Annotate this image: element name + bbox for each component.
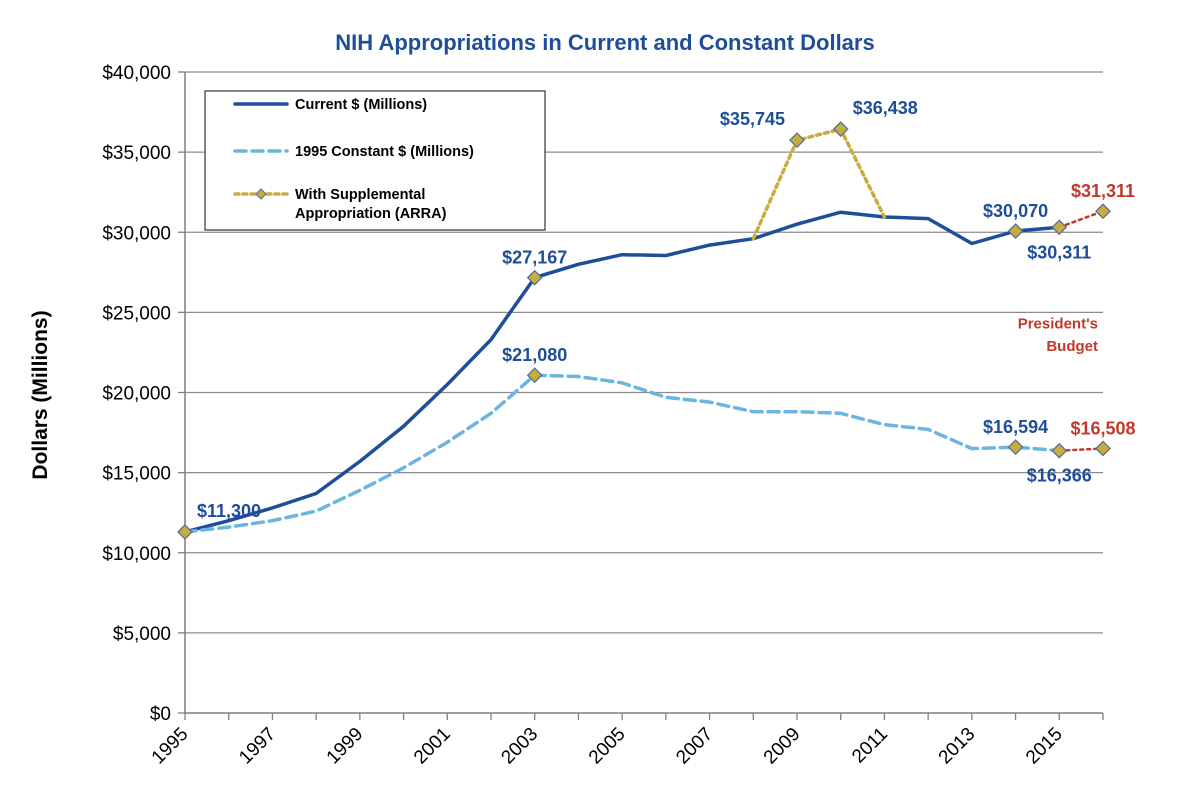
chart-title: NIH Appropriations in Current and Consta… <box>335 30 874 55</box>
legend-label-2-line2: Appropriation (ARRA) <box>295 206 447 222</box>
x-tick-label-5: 2005 <box>585 724 630 769</box>
x-tick-labels: 1995 1997 1999 2001 2003 2005 2007 2009 2011 2013… <box>148 724 1067 769</box>
data-label-7: $31,311 <box>1071 181 1135 201</box>
y-tick-label-6: $30,000 <box>102 223 171 244</box>
data-markers <box>177 121 1111 540</box>
x-tick-label-1: 1997 <box>235 724 280 769</box>
data-marker-6 <box>1051 219 1068 236</box>
series-line-1 <box>183 373 1062 534</box>
data-marker-7 <box>1095 203 1111 220</box>
data-label-5: $30,070 <box>983 201 1048 221</box>
axes <box>178 71 1104 720</box>
data-marker-2 <box>526 367 543 384</box>
series-line-3 <box>1058 209 1105 229</box>
data-label-1: $27,167 <box>502 248 567 268</box>
series-line-0 <box>183 210 1062 534</box>
y-tick-label-7: $35,000 <box>102 143 171 164</box>
data-marker-3 <box>789 132 805 149</box>
legend-box <box>204 90 546 231</box>
data-marker-10 <box>1095 440 1111 457</box>
data-label-8: $16,594 <box>983 417 1048 437</box>
series-line-2 <box>751 127 887 241</box>
y-axis-label: Dollars (Millions) <box>29 310 52 479</box>
data-label-9: $16,366 <box>1027 466 1092 486</box>
legend-marker-2 <box>255 188 267 200</box>
y-tick-labels: $0 $5,000 $10,000 $15,000 $20,000 $25,000 $30,… <box>102 63 171 725</box>
x-tick-label-2: 1999 <box>323 724 368 769</box>
y-tick-label-5: $25,000 <box>102 303 171 324</box>
legend: Current $ (Millions) 1995 Constant $ (Mil… <box>204 90 546 231</box>
annotation-0: President's <box>1018 315 1098 332</box>
x-tick-label-4: 2003 <box>498 724 543 769</box>
data-label-3: $35,745 <box>720 109 785 129</box>
x-tick-label-3: 2001 <box>410 724 455 769</box>
legend-label-2: With Supplemental <box>295 187 425 203</box>
data-label-0: $11,300 <box>197 501 261 521</box>
legend-label-1: 1995 Constant $ (Millions) <box>295 144 474 160</box>
data-marker-4 <box>832 121 849 138</box>
data-marker-8 <box>1007 439 1024 456</box>
x-tick-label-10: 2015 <box>1022 724 1067 769</box>
data-label-6: $30,311 <box>1027 242 1091 262</box>
y-tick-label-3: $15,000 <box>102 464 171 485</box>
x-tick-label-8: 2011 <box>848 724 892 768</box>
x-tick-label-0: 1995 <box>148 724 193 769</box>
data-label-2: $21,080 <box>502 345 567 365</box>
data-marker-0 <box>177 523 193 540</box>
data-labels: $11,300 $27,167 $21,080 $35,745 $36,438 $30,0… <box>197 98 1136 521</box>
data-marker-1 <box>526 269 543 286</box>
y-tick-label-1: $5,000 <box>113 624 171 645</box>
data-marker-5 <box>1007 223 1024 240</box>
data-label-4: $36,438 <box>853 98 918 118</box>
y-tick-label-8: $40,000 <box>102 63 171 84</box>
annotations: President's Budget <box>1018 315 1098 354</box>
annotation-1: Budget <box>1046 338 1098 355</box>
y-tick-label-0: $0 <box>150 704 171 725</box>
data-label-10: $16,508 <box>1070 418 1135 438</box>
y-tick-label-4: $20,000 <box>102 384 171 405</box>
x-tick-label-7: 2009 <box>760 724 805 769</box>
y-tick-label-2: $10,000 <box>102 544 171 565</box>
x-tick-label-9: 2013 <box>935 724 980 769</box>
legend-label-0: Current $ (Millions) <box>295 97 427 113</box>
data-marker-9 <box>1051 442 1068 459</box>
x-tick-label-6: 2007 <box>672 724 717 769</box>
